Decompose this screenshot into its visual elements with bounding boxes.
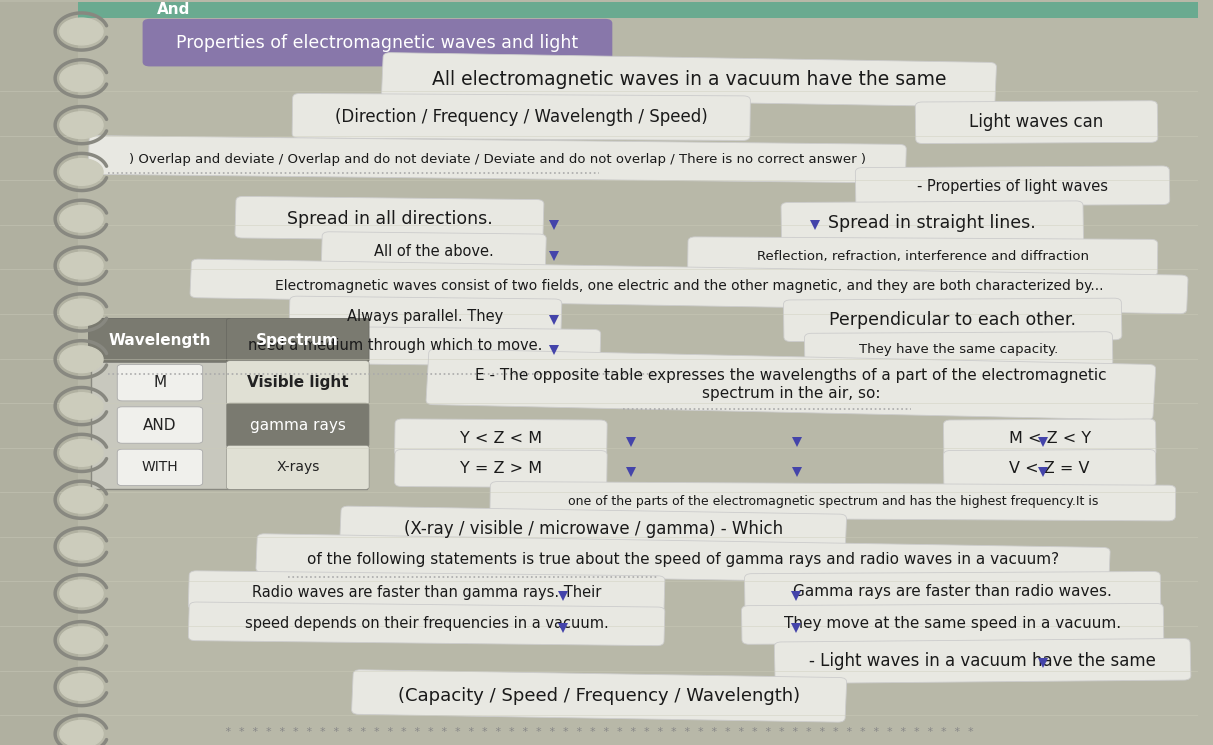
Text: (Capacity / Speed / Frequency / Wavelength): (Capacity / Speed / Frequency / Waveleng… [398, 687, 801, 705]
Circle shape [59, 580, 103, 606]
FancyBboxPatch shape [340, 506, 847, 553]
Circle shape [59, 720, 103, 745]
FancyBboxPatch shape [688, 237, 1157, 276]
FancyBboxPatch shape [745, 571, 1161, 612]
Text: They have the same capacity.: They have the same capacity. [859, 343, 1058, 356]
Circle shape [59, 253, 103, 279]
FancyBboxPatch shape [227, 403, 369, 447]
FancyBboxPatch shape [227, 318, 369, 362]
FancyBboxPatch shape [394, 419, 608, 457]
FancyBboxPatch shape [394, 449, 608, 488]
Text: Electromagnetic waves consist of two fields, one electric and the other magnetic: Electromagnetic waves consist of two fie… [275, 279, 1104, 294]
Circle shape [59, 299, 103, 326]
FancyBboxPatch shape [118, 449, 203, 486]
Text: of the following statements is true about the speed of gamma rays and radio wave: of the following statements is true abou… [307, 553, 1059, 568]
Text: Spectrum: Spectrum [256, 333, 340, 348]
FancyBboxPatch shape [235, 197, 543, 241]
Text: Light waves can: Light waves can [969, 113, 1104, 131]
FancyBboxPatch shape [118, 407, 203, 443]
FancyBboxPatch shape [78, 1, 1198, 18]
Text: gamma rays: gamma rays [250, 417, 346, 433]
Circle shape [59, 346, 103, 372]
Text: Gamma rays are faster than radio waves.: Gamma rays are faster than radio waves. [793, 584, 1112, 600]
Text: E - The opposite table expresses the wavelengths of a part of the electromagneti: E - The opposite table expresses the wav… [475, 368, 1106, 401]
FancyBboxPatch shape [774, 638, 1191, 684]
Circle shape [59, 65, 103, 92]
FancyBboxPatch shape [118, 364, 203, 401]
FancyBboxPatch shape [0, 1, 78, 745]
FancyBboxPatch shape [89, 136, 906, 183]
Circle shape [59, 486, 103, 513]
Text: Visible light: Visible light [247, 375, 348, 390]
Circle shape [59, 627, 103, 653]
Text: AND: AND [143, 417, 177, 433]
FancyBboxPatch shape [227, 446, 369, 489]
FancyBboxPatch shape [382, 53, 996, 107]
Circle shape [59, 112, 103, 139]
Circle shape [59, 18, 103, 45]
Text: (X-ray / visible / microwave / gamma) - Which: (X-ray / visible / microwave / gamma) - … [404, 521, 782, 539]
Text: All of the above.: All of the above. [374, 244, 494, 259]
FancyBboxPatch shape [855, 166, 1169, 206]
Text: - Properties of light waves: - Properties of light waves [917, 179, 1107, 194]
Circle shape [59, 440, 103, 466]
FancyBboxPatch shape [426, 349, 1156, 420]
Text: speed depends on their frequencies in a vacuum.: speed depends on their frequencies in a … [245, 616, 609, 631]
Circle shape [59, 673, 103, 700]
FancyBboxPatch shape [188, 602, 665, 646]
FancyBboxPatch shape [190, 325, 600, 367]
Text: Spread in straight lines.: Spread in straight lines. [828, 214, 1036, 232]
Text: one of the parts of the electromagnetic spectrum and has the highest frequency.I: one of the parts of the electromagnetic … [568, 495, 1098, 508]
FancyBboxPatch shape [188, 571, 665, 615]
Text: WITH: WITH [142, 460, 178, 475]
FancyBboxPatch shape [292, 93, 751, 141]
FancyBboxPatch shape [781, 201, 1083, 244]
FancyBboxPatch shape [784, 298, 1122, 341]
FancyBboxPatch shape [143, 19, 613, 66]
Text: Properties of electromagnetic waves and light: Properties of electromagnetic waves and … [176, 34, 579, 51]
Text: V < Z = V: V < Z = V [1009, 461, 1090, 476]
Circle shape [59, 393, 103, 419]
FancyBboxPatch shape [352, 670, 847, 722]
FancyBboxPatch shape [91, 319, 366, 489]
Text: And: And [156, 1, 190, 16]
FancyBboxPatch shape [256, 534, 1110, 586]
Text: Reflection, refraction, interference and diffraction: Reflection, refraction, interference and… [757, 250, 1089, 263]
FancyBboxPatch shape [741, 603, 1163, 644]
FancyBboxPatch shape [944, 449, 1156, 488]
Text: Y = Z > M: Y = Z > M [460, 461, 542, 476]
Text: X-rays: X-rays [277, 460, 319, 475]
FancyBboxPatch shape [227, 361, 369, 405]
Text: Wavelength: Wavelength [109, 333, 211, 348]
FancyBboxPatch shape [89, 318, 232, 362]
Text: M: M [153, 375, 166, 390]
Text: All electromagnetic waves in a vacuum have the same: All electromagnetic waves in a vacuum ha… [432, 70, 946, 89]
Text: * * * * * * * * * * * * * * * * * * * * * * * * * * * * * * * * * * * * * * * * : * * * * * * * * * * * * * * * * * * * * … [224, 726, 974, 737]
FancyBboxPatch shape [321, 232, 546, 271]
Text: Always parallel. They: Always parallel. They [347, 308, 503, 323]
Text: Spread in all directions.: Spread in all directions. [286, 210, 492, 228]
Text: Perpendicular to each other.: Perpendicular to each other. [830, 311, 1076, 329]
Text: ) Overlap and deviate / Overlap and do not deviate / Deviate and do not overlap : ) Overlap and deviate / Overlap and do n… [129, 153, 866, 166]
Text: M < Z < Y: M < Z < Y [1009, 431, 1090, 446]
FancyBboxPatch shape [804, 332, 1112, 367]
Text: - Light waves in a vacuum have the same: - Light waves in a vacuum have the same [809, 652, 1156, 670]
Text: Radio waves are faster than gamma rays. Their: Radio waves are faster than gamma rays. … [252, 585, 602, 600]
Text: (Direction / Frequency / Wavelength / Speed): (Direction / Frequency / Wavelength / Sp… [335, 108, 707, 126]
FancyBboxPatch shape [944, 419, 1156, 457]
Text: Y < Z < M: Y < Z < M [460, 431, 542, 446]
FancyBboxPatch shape [916, 101, 1157, 144]
Text: need a medium through which to move.: need a medium through which to move. [249, 338, 542, 353]
Circle shape [59, 206, 103, 232]
Circle shape [59, 533, 103, 560]
FancyBboxPatch shape [190, 259, 1188, 314]
Text: They move at the same speed in a vacuum.: They move at the same speed in a vacuum. [784, 616, 1121, 631]
FancyBboxPatch shape [289, 297, 562, 336]
FancyBboxPatch shape [490, 481, 1175, 521]
Circle shape [59, 159, 103, 186]
